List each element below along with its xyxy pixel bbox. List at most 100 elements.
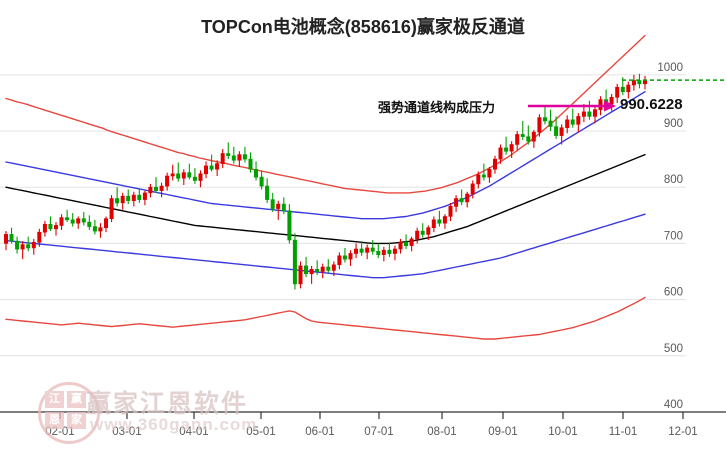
candle-body (309, 268, 314, 275)
candle-body (48, 224, 53, 230)
candle-body (120, 195, 125, 204)
y-axis-tick-label: 800 (664, 174, 683, 186)
candle-body (104, 218, 109, 228)
candle-body (59, 217, 64, 226)
x-axis-tick-label: 09-01 (488, 426, 517, 438)
y-axis-tick-label: 900 (664, 118, 683, 130)
candle-body (204, 165, 209, 175)
candle-body (237, 154, 242, 161)
x-axis-tick-label: 11-01 (609, 426, 638, 438)
current-price-label: 990.6228 (620, 96, 683, 113)
x-axis-tick-label: 08-01 (427, 426, 456, 438)
candle-body (276, 203, 281, 209)
candle-body (359, 248, 364, 253)
x-axis-tick-label: 07-01 (364, 426, 393, 438)
candle-body (81, 218, 86, 223)
candle-body (592, 109, 597, 117)
candle-body (42, 224, 47, 233)
candle-body (376, 251, 381, 256)
annotation-arrow-head (604, 100, 616, 112)
candle-body (381, 249, 386, 255)
candle-body (137, 194, 142, 200)
candle-body (498, 147, 503, 160)
candle-body (515, 134, 520, 145)
y-axis-tick-label: 1000 (657, 62, 683, 74)
candle-body (142, 192, 147, 200)
candle-body (392, 248, 397, 254)
candle-body (437, 219, 442, 224)
candle-body (353, 248, 358, 254)
candle-body (159, 185, 164, 191)
candle-body (287, 210, 292, 241)
candle-body (559, 127, 564, 136)
candle-body (192, 176, 197, 181)
candle-body (20, 244, 25, 250)
watermark-seal: 江 赢 恩 家 (38, 382, 100, 444)
indicator-line (5, 90, 646, 220)
x-axis-tick-label: 05-01 (246, 426, 275, 438)
candle-body (215, 163, 220, 170)
candle-body (537, 117, 542, 133)
candle-body (270, 199, 275, 209)
candle-body (415, 230, 420, 240)
seal-char-3: 恩 (45, 412, 64, 429)
candle-body (154, 186, 159, 191)
page-title: TOPCon电池概念(858616)赢家极反通道 (201, 17, 525, 37)
candle-body (265, 185, 270, 200)
candle-body (181, 172, 186, 179)
candle-body (26, 244, 31, 249)
candle-body (492, 158, 497, 170)
x-axis-tick-label: 03-01 (112, 426, 141, 438)
indicator-line (5, 296, 646, 340)
candle-body (370, 247, 375, 252)
candle-body (426, 227, 431, 235)
candle-body (248, 158, 253, 170)
annotation-label: 强势通道线构成压力 (378, 100, 496, 115)
seal-char-1: 江 (45, 391, 64, 408)
candle-body (31, 242, 36, 249)
candle-body (92, 226, 97, 232)
candle-body (315, 268, 320, 272)
candle-body (220, 153, 225, 164)
candle-body (509, 144, 514, 152)
candle-body (620, 86, 625, 92)
candle-body (470, 183, 475, 195)
candle-body (403, 242, 408, 247)
candle-body (476, 174, 481, 185)
candle-body (454, 198, 459, 207)
candle-body (548, 120, 553, 127)
candle-body (131, 194, 136, 202)
candle-body (165, 175, 170, 187)
candle-body (387, 249, 392, 254)
candle-body (442, 216, 447, 224)
candle-body (504, 147, 509, 152)
candle-body (342, 255, 347, 260)
candle-body (554, 126, 559, 136)
seal-char-4: 家 (67, 412, 86, 429)
y-axis-tick-label: 400 (664, 399, 683, 411)
candle-body (570, 119, 575, 125)
candle-body (76, 218, 81, 224)
candle-body (520, 134, 525, 137)
watermark-brand: 赢家江恩软件 (86, 390, 249, 418)
candle-body (242, 154, 247, 160)
candle-body (148, 186, 153, 194)
candle-body (420, 230, 425, 235)
candle-body (259, 176, 264, 187)
x-axis-tick-label: 10-01 (548, 426, 577, 438)
watermark-url: www.360gann.com (90, 415, 258, 434)
candle-body (487, 169, 492, 178)
candle-body (98, 227, 103, 232)
candle-body (198, 173, 203, 181)
y-axis-tick-label: 500 (664, 343, 683, 355)
candle-body (254, 169, 259, 178)
candle-body (331, 264, 336, 271)
candle-body (9, 234, 14, 242)
indicator-line (5, 34, 646, 194)
candle-body (459, 198, 464, 203)
candle-body (448, 206, 453, 217)
candle-body (526, 136, 531, 142)
candle-body (465, 193, 470, 203)
candle-body (176, 173, 181, 179)
